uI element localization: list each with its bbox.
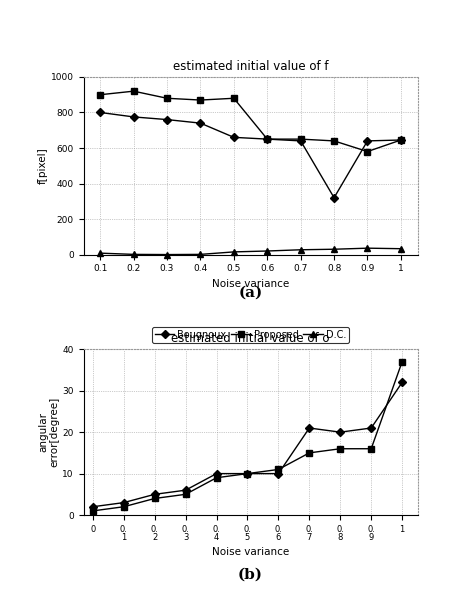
Bougnoux bbox=[264, 136, 269, 143]
X-axis label: Noise variance: Noise variance bbox=[212, 279, 288, 289]
Bougnoux bbox=[337, 429, 342, 436]
Proposed bbox=[164, 95, 169, 102]
D.C. bbox=[364, 244, 369, 252]
Proposed bbox=[399, 358, 404, 365]
Proposed bbox=[182, 491, 188, 498]
Text: (b): (b) bbox=[238, 567, 263, 581]
Proposed bbox=[97, 91, 103, 98]
Bougnoux bbox=[97, 109, 103, 116]
Y-axis label: angular
error[degree]: angular error[degree] bbox=[38, 397, 59, 467]
Bougnoux bbox=[297, 137, 303, 144]
D.C. bbox=[397, 245, 403, 252]
Line: D.C.: D.C. bbox=[97, 246, 403, 258]
D.C. bbox=[97, 250, 103, 257]
Bougnoux bbox=[231, 134, 236, 141]
Proposed bbox=[368, 445, 373, 452]
Line: Bougnoux: Bougnoux bbox=[97, 110, 403, 201]
Y-axis label: f[pixel]: f[pixel] bbox=[38, 147, 48, 184]
D.C. bbox=[231, 249, 236, 256]
Proposed bbox=[231, 95, 236, 102]
Line: Proposed: Proposed bbox=[90, 359, 404, 514]
Bougnoux bbox=[121, 499, 126, 506]
Proposed bbox=[90, 507, 95, 514]
Bougnoux bbox=[131, 114, 136, 121]
Text: (a): (a) bbox=[238, 286, 262, 300]
Line: Bougnoux: Bougnoux bbox=[90, 379, 404, 510]
Bougnoux bbox=[213, 470, 219, 477]
Bougnoux bbox=[244, 470, 250, 477]
Bougnoux bbox=[364, 137, 369, 144]
Proposed bbox=[397, 137, 403, 144]
Bougnoux bbox=[275, 470, 281, 477]
Proposed bbox=[213, 474, 219, 481]
Proposed bbox=[306, 449, 312, 456]
D.C. bbox=[131, 251, 136, 258]
Proposed bbox=[337, 445, 342, 452]
Proposed bbox=[151, 495, 157, 502]
Bougnoux bbox=[331, 194, 336, 201]
Proposed bbox=[121, 503, 126, 510]
Bougnoux bbox=[306, 424, 312, 432]
Proposed bbox=[197, 96, 203, 104]
Title: estimated initial value of f: estimated initial value of f bbox=[172, 60, 328, 73]
Proposed bbox=[264, 136, 269, 143]
Legend: Bougnoux, Proposed, D.C.: Bougnoux, Proposed, D.C. bbox=[152, 327, 348, 343]
Bougnoux bbox=[182, 487, 188, 494]
Title: estimated initial value of o: estimated initial value of o bbox=[171, 332, 329, 345]
Bougnoux bbox=[368, 424, 373, 432]
D.C. bbox=[264, 247, 269, 255]
Proposed bbox=[364, 148, 369, 155]
Bougnoux bbox=[164, 116, 169, 123]
Bougnoux bbox=[197, 120, 203, 127]
D.C. bbox=[297, 246, 303, 253]
Proposed bbox=[275, 466, 281, 473]
D.C. bbox=[164, 251, 169, 258]
X-axis label: Noise variance: Noise variance bbox=[212, 547, 288, 557]
Bougnoux bbox=[90, 503, 95, 510]
D.C. bbox=[197, 251, 203, 258]
Bougnoux bbox=[397, 137, 403, 144]
Proposed bbox=[297, 136, 303, 143]
Bougnoux bbox=[151, 491, 157, 498]
Bougnoux bbox=[399, 379, 404, 386]
D.C. bbox=[331, 246, 336, 253]
Line: Proposed: Proposed bbox=[97, 88, 403, 155]
Proposed bbox=[331, 137, 336, 144]
Proposed bbox=[244, 470, 250, 477]
Proposed bbox=[131, 88, 136, 95]
